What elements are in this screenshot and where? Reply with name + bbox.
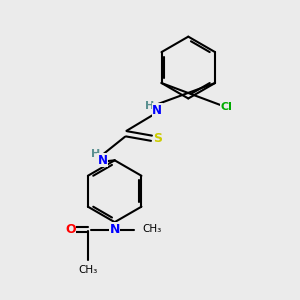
Text: N: N	[152, 104, 162, 117]
Text: N: N	[98, 154, 108, 167]
Text: Cl: Cl	[220, 102, 232, 112]
Text: S: S	[153, 132, 163, 145]
Text: N: N	[110, 223, 120, 236]
Text: O: O	[65, 223, 76, 236]
Text: H: H	[91, 149, 100, 159]
Text: CH₃: CH₃	[142, 224, 162, 235]
Text: CH₃: CH₃	[79, 265, 98, 275]
Text: H: H	[145, 101, 154, 111]
